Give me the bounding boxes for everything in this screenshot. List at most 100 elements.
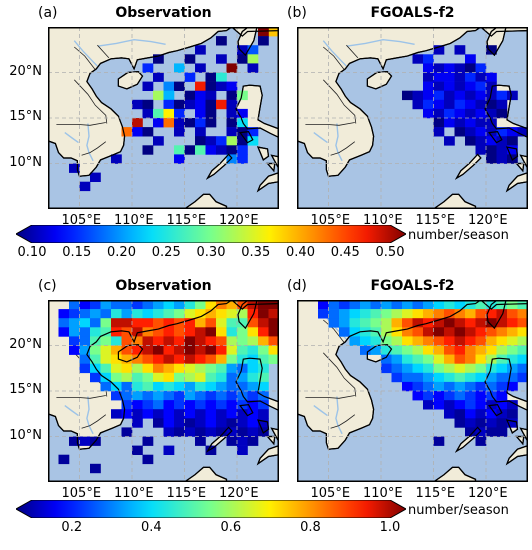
grid-cell bbox=[132, 300, 143, 310]
grid-cell bbox=[247, 363, 259, 374]
grid-cell bbox=[444, 63, 455, 73]
grid-cell bbox=[121, 336, 133, 346]
grid-cell bbox=[444, 118, 455, 128]
grid-cell bbox=[465, 136, 476, 146]
grid-cell bbox=[100, 327, 112, 337]
panel-title: FGOALS-f2 bbox=[370, 5, 455, 21]
grid-cell bbox=[391, 318, 403, 328]
grid-cell bbox=[258, 36, 269, 46]
grid-cell bbox=[423, 72, 434, 82]
grid-cell bbox=[247, 336, 259, 346]
grid-cell bbox=[79, 345, 91, 355]
grid-cell bbox=[153, 409, 164, 419]
colorbar-tick-label: 0.20 bbox=[107, 245, 136, 260]
grid-cell bbox=[247, 400, 259, 410]
grid-cell bbox=[163, 90, 175, 101]
grid-cell bbox=[496, 372, 508, 383]
grid-cell bbox=[174, 372, 185, 383]
grid-cell bbox=[184, 300, 196, 310]
grid-cell bbox=[226, 81, 238, 91]
grid-cell bbox=[226, 418, 238, 428]
lon-label: 115°E bbox=[415, 213, 456, 228]
grid-cell bbox=[475, 345, 487, 355]
grid-cell bbox=[237, 445, 248, 455]
grid-cell bbox=[444, 409, 455, 419]
map-frame bbox=[48, 300, 279, 482]
grid-cell bbox=[433, 381, 445, 392]
lon-label: 110°E bbox=[114, 213, 154, 228]
grid-cell bbox=[100, 363, 112, 374]
river-line bbox=[335, 396, 343, 435]
grid-cell bbox=[153, 354, 164, 364]
grid-cell bbox=[507, 327, 518, 337]
grid-cell bbox=[226, 99, 238, 110]
grid-cell bbox=[486, 409, 497, 419]
grid-cell bbox=[226, 145, 238, 155]
grid-cell bbox=[205, 309, 217, 319]
grid-cell bbox=[100, 372, 112, 383]
grid-cell bbox=[142, 381, 154, 392]
grid-cell bbox=[132, 363, 143, 374]
grid-cell bbox=[226, 345, 238, 355]
grid-cell bbox=[496, 145, 508, 155]
grid-cell bbox=[517, 327, 528, 337]
border-line bbox=[81, 414, 107, 429]
grid-cell bbox=[475, 427, 487, 437]
grid-cell bbox=[121, 354, 133, 364]
grid-cell bbox=[486, 81, 497, 91]
grid-cell bbox=[454, 336, 466, 346]
grid-cell bbox=[517, 336, 528, 346]
grid-cell bbox=[465, 418, 476, 428]
grid-cell bbox=[174, 391, 185, 401]
grid-cell bbox=[111, 300, 122, 310]
grid-cell bbox=[465, 63, 476, 73]
grid-cell bbox=[507, 127, 518, 137]
grid-cell bbox=[381, 327, 392, 337]
grid-cell bbox=[475, 381, 487, 392]
grid-cell bbox=[58, 327, 70, 337]
grid-cell bbox=[412, 354, 424, 364]
grid-cell bbox=[205, 118, 217, 128]
colorbar-tick-label: 0.15 bbox=[62, 245, 92, 260]
border-line bbox=[97, 44, 110, 59]
grid-cell bbox=[237, 145, 248, 155]
grid-cell bbox=[475, 99, 487, 110]
grid-cell bbox=[339, 327, 350, 337]
grid-cell bbox=[111, 363, 122, 374]
grid-cell bbox=[412, 345, 424, 355]
grid-cell bbox=[205, 427, 217, 437]
coastline bbox=[519, 427, 528, 442]
grid-cell bbox=[360, 345, 371, 355]
grid-cell bbox=[247, 391, 259, 401]
grid-cell bbox=[205, 418, 217, 428]
grid-cell bbox=[465, 327, 476, 337]
colorbar-tick-label: 0.2 bbox=[61, 520, 83, 535]
grid-cell bbox=[174, 345, 185, 355]
grid-cell bbox=[132, 318, 143, 328]
grid-cell bbox=[153, 309, 164, 319]
grid-cell bbox=[226, 327, 238, 337]
grid-cell bbox=[174, 154, 185, 164]
grid-cell bbox=[184, 418, 196, 428]
grid-cell bbox=[496, 99, 508, 110]
coastline bbox=[519, 154, 528, 169]
grid-cell bbox=[423, 336, 434, 346]
river-line bbox=[64, 132, 79, 144]
grid-cell bbox=[465, 372, 476, 383]
grid-cell bbox=[402, 363, 413, 374]
grid-cell bbox=[111, 154, 122, 164]
grid-cell bbox=[465, 54, 476, 64]
grid-cell bbox=[121, 300, 133, 310]
grid-cell bbox=[237, 136, 248, 146]
grid-cell bbox=[132, 418, 143, 428]
grid-cell bbox=[184, 409, 196, 419]
grid-cell bbox=[433, 63, 445, 73]
grid-cell bbox=[111, 409, 122, 419]
grid-cell bbox=[247, 136, 259, 146]
coastline bbox=[366, 70, 393, 90]
grid-cell bbox=[247, 354, 259, 364]
grid-cell bbox=[100, 309, 112, 319]
grid-cell bbox=[475, 400, 487, 410]
grid-cell bbox=[496, 363, 508, 374]
grid-cell bbox=[496, 345, 508, 355]
